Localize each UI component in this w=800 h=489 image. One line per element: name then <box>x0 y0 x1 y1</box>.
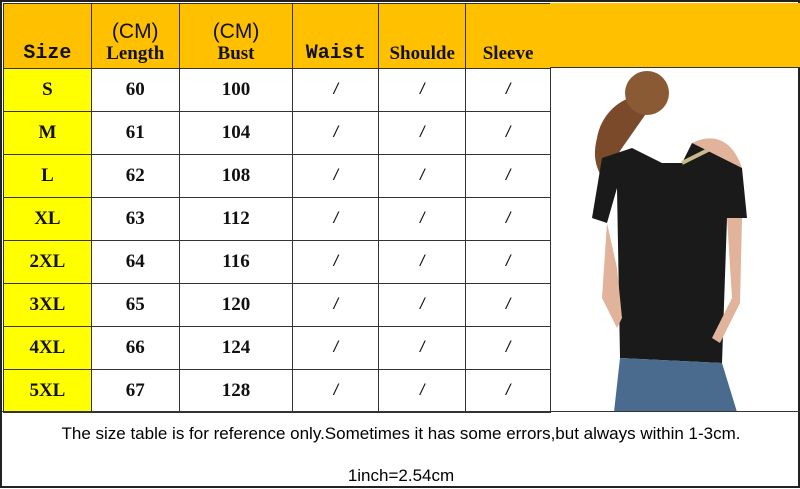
disclaimer-text: The size table is for reference only.Som… <box>61 424 741 443</box>
cell-shoulder: / <box>378 283 467 327</box>
cell-bust: 128 <box>178 369 294 413</box>
shirt-shape <box>592 143 747 363</box>
cell-waist: / <box>292 111 380 155</box>
jeans-shape <box>614 358 737 412</box>
header-waist: Waist <box>292 3 380 69</box>
table-row: 5XL 67 128// / <box>3 369 551 413</box>
cell-waist: / <box>292 197 380 241</box>
table-row: 4XL 66 124// / <box>3 326 551 370</box>
cell-bust: 116 <box>178 240 294 284</box>
cell-sleeve: / <box>465 111 551 155</box>
cell-length: 60 <box>90 68 180 112</box>
cell-waist: / <box>292 283 380 327</box>
cell-sleeve: / <box>465 283 551 327</box>
cell-bust: 108 <box>178 154 294 198</box>
table-row: M 61 104// / <box>3 111 551 155</box>
cell-size: XL <box>3 197 92 241</box>
cell-shoulder: / <box>378 154 467 198</box>
cell-length: 62 <box>90 154 180 198</box>
table-row: 2XL 64 116// / <box>3 240 551 284</box>
cell-bust: 104 <box>178 111 294 155</box>
conversion-text: 1inch=2.54cm <box>347 466 455 485</box>
cell-sleeve: / <box>465 197 551 241</box>
model-photo <box>562 68 792 412</box>
cell-shoulder: / <box>378 240 467 284</box>
cell-bust: 100 <box>178 68 294 112</box>
cell-bust: 120 <box>178 283 294 327</box>
footer-note: The size table is for reference only.Som… <box>2 411 800 489</box>
cell-shoulder: / <box>378 326 467 370</box>
cell-shoulder: / <box>378 68 467 112</box>
cell-sleeve: / <box>465 240 551 284</box>
cell-waist: / <box>292 68 380 112</box>
cell-length: 64 <box>90 240 180 284</box>
cell-size: L <box>3 154 92 198</box>
cell-shoulder: / <box>378 111 467 155</box>
cell-size: 4XL <box>3 326 92 370</box>
table-row: XL 63 112// / <box>3 197 551 241</box>
cell-size: 2XL <box>3 240 92 284</box>
table-row: S 60 100// / <box>3 68 551 112</box>
table-row: 3XL 65 120// / <box>3 283 551 327</box>
cell-waist: / <box>292 240 380 284</box>
cell-bust: 124 <box>178 326 294 370</box>
header-size: Size <box>3 3 92 69</box>
cell-bust: 112 <box>178 197 294 241</box>
header-fill <box>550 3 800 68</box>
cell-waist: / <box>292 369 380 413</box>
header-bust: (CM) Bust <box>178 3 294 69</box>
cell-size: 5XL <box>3 369 92 413</box>
cell-size: S <box>3 68 92 112</box>
header-shoulder: Shoulde <box>378 3 467 69</box>
header-sleeve: Sleeve <box>465 3 551 69</box>
header-length: (CM) Length <box>90 3 180 69</box>
cell-waist: / <box>292 154 380 198</box>
cell-waist: / <box>292 326 380 370</box>
cell-length: 61 <box>90 111 180 155</box>
cell-size: M <box>3 111 92 155</box>
cell-shoulder: / <box>378 369 467 413</box>
size-table: Size (CM) Length (CM) Bust Waist Shoulde S… <box>3 3 551 413</box>
cell-length: 66 <box>90 326 180 370</box>
cell-length: 63 <box>90 197 180 241</box>
table-row: L 62 108// / <box>3 154 551 198</box>
cell-sleeve: / <box>465 369 551 413</box>
cell-size: 3XL <box>3 283 92 327</box>
header-row: Size (CM) Length (CM) Bust Waist Shoulde S… <box>3 3 551 69</box>
cell-shoulder: / <box>378 197 467 241</box>
cell-length: 65 <box>90 283 180 327</box>
cell-sleeve: / <box>465 154 551 198</box>
cell-length: 67 <box>90 369 180 413</box>
cell-sleeve: / <box>465 326 551 370</box>
cell-sleeve: / <box>465 68 551 112</box>
